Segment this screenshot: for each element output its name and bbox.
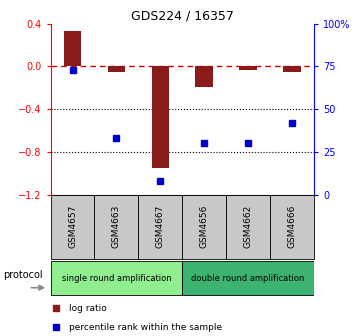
Text: GSM4666: GSM4666 [288, 205, 297, 249]
Text: GSM4656: GSM4656 [200, 205, 209, 249]
Text: double round amplification: double round amplification [191, 274, 305, 283]
Bar [195, 67, 213, 87]
Bar [108, 67, 125, 72]
Bar [51, 261, 182, 295]
Bar [239, 67, 257, 70]
Text: log ratio: log ratio [69, 304, 107, 313]
Bar [51, 195, 95, 259]
Text: protocol: protocol [4, 270, 43, 280]
Bar [182, 195, 226, 259]
Text: GSM4657: GSM4657 [68, 205, 77, 249]
Bar [95, 195, 138, 259]
Bar [283, 67, 301, 72]
Bar [152, 67, 169, 168]
Text: GSM4667: GSM4667 [156, 205, 165, 249]
Text: GSM4663: GSM4663 [112, 205, 121, 249]
Text: percentile rank within the sample: percentile rank within the sample [69, 323, 222, 332]
Bar [138, 195, 182, 259]
Bar [270, 195, 314, 259]
Text: GSM4662: GSM4662 [244, 205, 253, 248]
Bar [64, 31, 81, 67]
Text: single round amplification: single round amplification [62, 274, 171, 283]
Title: GDS224 / 16357: GDS224 / 16357 [131, 9, 234, 23]
Bar [182, 261, 314, 295]
Bar [226, 195, 270, 259]
